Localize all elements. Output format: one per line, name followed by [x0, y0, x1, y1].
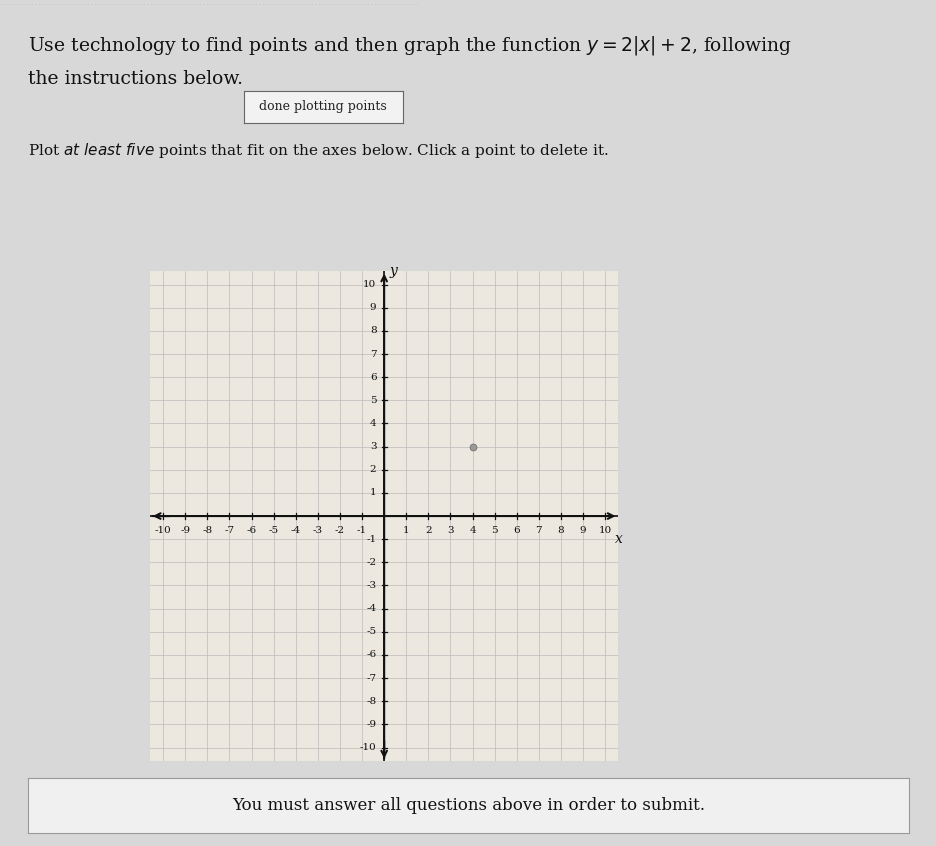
- Text: Plot $\it{at\ least\ five}$ points that fit on the axes below. Click a point to : Plot $\it{at\ least\ five}$ points that …: [28, 141, 608, 160]
- Text: 7: 7: [370, 349, 376, 359]
- Text: -3: -3: [366, 581, 376, 590]
- Text: 1: 1: [370, 488, 376, 497]
- Text: x: x: [614, 532, 622, 547]
- Text: -4: -4: [290, 526, 300, 536]
- Text: 10: 10: [363, 280, 376, 289]
- Text: -1: -1: [357, 526, 367, 536]
- Text: 9: 9: [370, 303, 376, 312]
- Text: the instructions below.: the instructions below.: [28, 70, 242, 88]
- Text: -6: -6: [366, 651, 376, 659]
- Text: 4: 4: [469, 526, 475, 536]
- Text: -6: -6: [246, 526, 256, 536]
- Text: 2: 2: [370, 465, 376, 475]
- Text: Use technology to find points and then graph the function $y = 2|x| + 2$, follow: Use technology to find points and then g…: [28, 34, 791, 57]
- Text: -7: -7: [366, 673, 376, 683]
- Text: y: y: [389, 264, 397, 277]
- Text: -1: -1: [366, 535, 376, 544]
- Text: -9: -9: [366, 720, 376, 729]
- Text: 7: 7: [535, 526, 542, 536]
- Text: -5: -5: [269, 526, 278, 536]
- Text: 4: 4: [370, 419, 376, 428]
- Text: 3: 3: [370, 442, 376, 451]
- Text: 5: 5: [370, 396, 376, 405]
- Text: -10: -10: [359, 743, 376, 752]
- Text: 5: 5: [490, 526, 497, 536]
- Text: 8: 8: [557, 526, 563, 536]
- Text: -2: -2: [366, 558, 376, 567]
- Text: 8: 8: [370, 327, 376, 335]
- Text: 6: 6: [513, 526, 519, 536]
- Text: 3: 3: [446, 526, 453, 536]
- Text: -3: -3: [313, 526, 323, 536]
- Text: You must answer all questions above in order to submit.: You must answer all questions above in o…: [232, 797, 704, 815]
- Text: -4: -4: [366, 604, 376, 613]
- Text: -9: -9: [180, 526, 190, 536]
- Text: -5: -5: [366, 627, 376, 636]
- Text: · · · · · · · · · · · · · · · · · · · · · · · · · · · · · · · · · · · · · · · · : · · · · · · · · · · · · · · · · · · · · …: [0, 2, 419, 7]
- Text: done plotting points: done plotting points: [259, 100, 387, 113]
- Text: 9: 9: [579, 526, 586, 536]
- Text: -2: -2: [334, 526, 344, 536]
- Text: 6: 6: [370, 373, 376, 382]
- Text: -7: -7: [225, 526, 234, 536]
- Text: 1: 1: [402, 526, 409, 536]
- Text: -8: -8: [202, 526, 212, 536]
- Text: -10: -10: [154, 526, 171, 536]
- Text: -8: -8: [366, 697, 376, 706]
- Text: 10: 10: [598, 526, 611, 536]
- Text: 2: 2: [425, 526, 431, 536]
